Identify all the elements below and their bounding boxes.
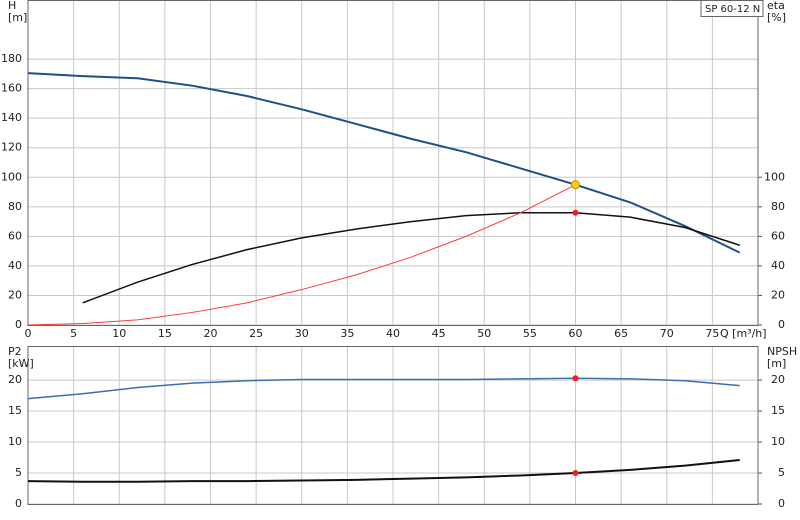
y-tick-label: 160 bbox=[1, 82, 22, 95]
x-tick-label: 70 bbox=[660, 327, 674, 340]
x-tick-label: 5 bbox=[70, 327, 77, 340]
x-tick-label: 25 bbox=[249, 327, 263, 340]
x-tick-label: 50 bbox=[477, 327, 491, 340]
curve bbox=[27, 184, 576, 326]
curve bbox=[27, 72, 741, 254]
y2-tick-label: 5 bbox=[778, 466, 785, 479]
y-tick-label: 20 bbox=[8, 288, 22, 301]
x-tick-label: 40 bbox=[386, 327, 400, 340]
x-tick-label: 35 bbox=[340, 327, 354, 340]
y2-tick-label: 20 bbox=[771, 288, 785, 301]
y2-tick-label: 0 bbox=[778, 318, 785, 331]
plot-frame bbox=[27, 0, 759, 326]
x-tick-label: 15 bbox=[158, 327, 172, 340]
y-tick-label: 0 bbox=[15, 497, 22, 510]
y2-axis-label: eta bbox=[767, 0, 785, 12]
y2-tick-label: 0 bbox=[778, 497, 785, 510]
x-tick-label: 30 bbox=[295, 327, 309, 340]
y-tick-label: 5 bbox=[15, 466, 22, 479]
chart-title: SP 60-12 N bbox=[705, 4, 760, 15]
y2-tick-label: 80 bbox=[771, 200, 785, 213]
x-tick-label: 10 bbox=[112, 327, 126, 340]
y2-tick-label: 40 bbox=[771, 259, 785, 272]
curve bbox=[27, 459, 740, 483]
y-tick-label: 20 bbox=[8, 373, 22, 386]
curve bbox=[82, 211, 740, 304]
y-tick-label: 40 bbox=[8, 259, 22, 272]
y-axis-label: P2 bbox=[8, 345, 22, 358]
y-tick-label: 10 bbox=[8, 435, 22, 448]
y-tick-label: 15 bbox=[8, 404, 22, 417]
x-tick-label: 55 bbox=[523, 327, 537, 340]
y2-tick-label: 15 bbox=[771, 404, 785, 417]
y2-tick-label: 100 bbox=[764, 170, 785, 183]
y-tick-label: 120 bbox=[1, 141, 22, 154]
x-tick-label: 20 bbox=[204, 327, 218, 340]
duty-point bbox=[572, 375, 579, 382]
y-tick-label: 140 bbox=[1, 111, 22, 124]
y-axis-unit: [m] bbox=[8, 11, 27, 24]
y2-tick-label: 60 bbox=[771, 229, 785, 242]
y-axis-label: H bbox=[8, 0, 16, 12]
y-tick-label: 100 bbox=[1, 170, 22, 183]
legend-box bbox=[700, 0, 764, 17]
duty-point bbox=[572, 470, 579, 477]
y2-tick-label: 10 bbox=[771, 435, 785, 448]
y-tick-label: 0 bbox=[15, 318, 22, 331]
y2-axis-label: NPSH bbox=[767, 345, 797, 358]
x-tick-label: 65 bbox=[614, 327, 628, 340]
x-axis-label: Q [m³/h] bbox=[720, 327, 767, 340]
duty-point bbox=[572, 209, 579, 216]
x-tick-label: 0 bbox=[25, 327, 32, 340]
x-tick-label: 75 bbox=[705, 327, 719, 340]
y-tick-label: 180 bbox=[1, 52, 22, 65]
y2-axis-unit: [m] bbox=[767, 357, 786, 370]
x-tick-label: 45 bbox=[432, 327, 446, 340]
y-tick-label: 80 bbox=[8, 200, 22, 213]
y2-tick-label: 20 bbox=[771, 373, 785, 386]
y2-axis-unit: [%] bbox=[767, 11, 786, 24]
y-tick-label: 60 bbox=[8, 229, 22, 242]
plot-frame bbox=[27, 346, 759, 505]
y-axis-unit: [kW] bbox=[8, 357, 34, 370]
duty-point bbox=[571, 180, 580, 190]
curve bbox=[27, 377, 740, 400]
x-tick-label: 60 bbox=[569, 327, 583, 340]
